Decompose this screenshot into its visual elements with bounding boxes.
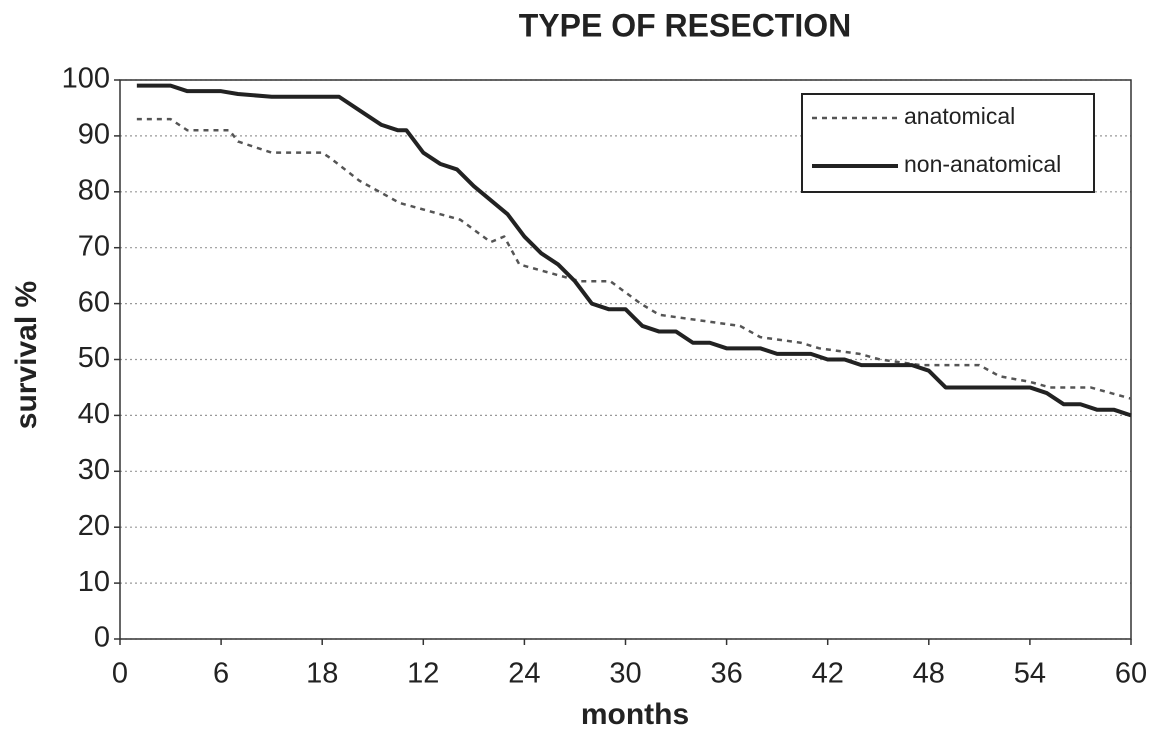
y-tick-label: 30	[78, 454, 110, 486]
x-tick-label: 60	[1115, 658, 1147, 690]
x-tick-label: 54	[1014, 658, 1046, 690]
plot-frame	[119, 79, 1132, 640]
series-line	[136, 83, 1132, 418]
y-tick-label: 90	[78, 119, 110, 151]
chart-title: TYPE OF RESECTION	[519, 7, 851, 43]
y-axis-label: survival %	[10, 281, 43, 429]
y-tick-label: 80	[78, 174, 110, 206]
y-tick-label: 20	[78, 510, 110, 542]
x-tick-label: 18	[306, 658, 338, 690]
x-tick-label: 12	[407, 658, 439, 690]
legend-label: anatomical	[904, 103, 1015, 129]
y-tick-label: 70	[78, 230, 110, 262]
x-tick-label: 36	[710, 658, 742, 690]
legend-box	[801, 93, 1095, 193]
x-tick-label: 42	[812, 658, 844, 690]
x-tick-label: 0	[112, 658, 128, 690]
series-line	[136, 117, 1132, 400]
legend-label: non-anatomical	[904, 151, 1061, 177]
y-tick-label: 50	[78, 342, 110, 374]
x-tick-label: 24	[508, 658, 540, 690]
y-tick-label: 40	[78, 398, 110, 430]
x-tick-label: 48	[913, 658, 945, 690]
y-tick-label: 60	[78, 286, 110, 318]
x-axis-label: months	[581, 698, 689, 731]
y-tick-label: 0	[94, 622, 110, 654]
x-tick-label: 6	[213, 658, 229, 690]
x-tick-label: 30	[609, 658, 641, 690]
y-tick-label: 100	[62, 63, 110, 95]
y-tick-label: 10	[78, 566, 110, 598]
